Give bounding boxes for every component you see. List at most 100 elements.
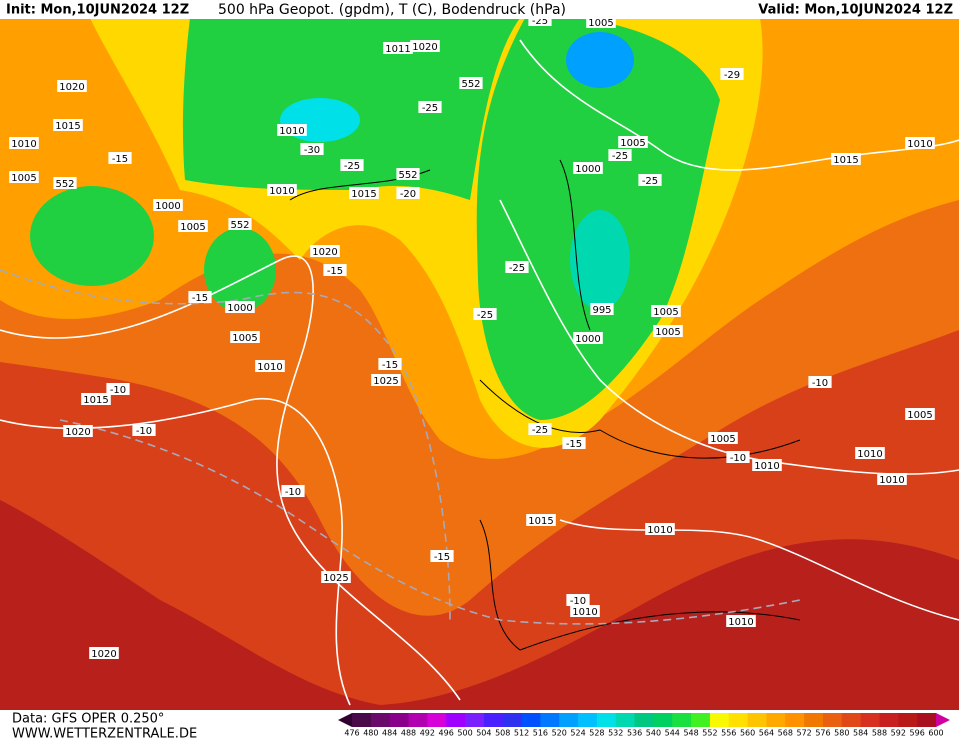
map-label: 1020	[91, 649, 116, 660]
label-box	[63, 425, 93, 437]
map-label: -25	[532, 16, 548, 27]
map-label: 1005	[653, 307, 678, 318]
label-box	[225, 301, 255, 313]
isobar	[499, 199, 959, 475]
label-box	[590, 303, 614, 315]
label-box	[645, 523, 675, 535]
label-box	[653, 325, 683, 337]
colorbar-cell	[691, 713, 711, 727]
colorbar-tick-label: 588	[872, 729, 887, 738]
colorbar-tick-label: 536	[627, 729, 642, 738]
map-label: 1010	[257, 362, 282, 373]
map-label: -10	[110, 385, 126, 396]
colorbar-cell	[634, 713, 654, 727]
map-label: -15	[112, 154, 128, 165]
map-label: 1000	[575, 164, 600, 175]
colorbar-tick-label: 600	[928, 729, 943, 738]
label-box	[267, 184, 297, 196]
colorbar-cell	[465, 713, 485, 727]
isotherm	[0, 269, 451, 621]
map-label: -25	[477, 310, 493, 321]
label-box	[81, 393, 111, 405]
colorbar-tick-label: 508	[495, 729, 510, 738]
label-box	[573, 332, 603, 344]
map-label: 1010	[279, 126, 304, 137]
colorbar-cell	[860, 713, 880, 727]
map-label: 1000	[155, 201, 180, 212]
map-label: -10	[570, 596, 586, 607]
label-box	[396, 168, 420, 180]
colorbar-tick-label: 568	[778, 729, 793, 738]
map-label: 1010	[11, 139, 36, 150]
label-box	[905, 408, 935, 420]
label-box	[396, 187, 420, 199]
label-box	[638, 174, 662, 186]
label-box	[281, 485, 305, 497]
colorbar-tick-label: 500	[457, 729, 472, 738]
colorbar-high	[936, 713, 950, 727]
colorbar-tick-label: 580	[834, 729, 849, 738]
colorbar-tick-label: 584	[853, 729, 868, 738]
colorbar-cell	[446, 713, 466, 727]
colorbar-cell	[521, 713, 541, 727]
label-box	[831, 153, 861, 165]
map-label: 1015	[833, 155, 858, 166]
colorbar-cell	[804, 713, 824, 727]
map-label: 1015	[351, 189, 376, 200]
label-box	[473, 308, 497, 320]
map-label: -15	[192, 293, 208, 304]
map-label: 1005	[588, 18, 613, 29]
label-box	[808, 376, 832, 388]
label-box	[618, 136, 648, 148]
label-box	[877, 473, 907, 485]
colorbar-tick-label: 520	[552, 729, 567, 738]
site-name: WWW.WETTERZENTRALE.DE	[12, 727, 197, 741]
map-label: 1005	[710, 434, 735, 445]
map-label: 1005	[655, 327, 680, 338]
map-label: 1020	[59, 82, 84, 93]
map-label: -20	[400, 189, 416, 200]
label-box	[57, 80, 87, 92]
map-label: -10	[812, 378, 828, 389]
map-label: -25	[422, 103, 438, 114]
label-box	[349, 187, 379, 199]
label-box	[53, 119, 83, 131]
map-area	[0, 16, 959, 710]
colorbar-cell	[917, 713, 937, 727]
colorbar-tick-label: 592	[891, 729, 906, 738]
map-label: 1015	[55, 121, 80, 132]
label-box	[410, 40, 440, 52]
label-box	[905, 137, 935, 149]
colorbar-cell	[728, 713, 749, 727]
label-box	[323, 264, 347, 276]
map-label: 1000	[227, 303, 252, 314]
label-box	[277, 124, 307, 136]
label-box	[310, 245, 340, 257]
label-box	[230, 331, 260, 343]
colorbar-tick-label: 532	[608, 729, 623, 738]
map-label: -10	[285, 487, 301, 498]
map-label: 1005	[232, 333, 257, 344]
label-box	[321, 571, 351, 583]
map-label: 1020	[312, 247, 337, 258]
label-box	[528, 423, 552, 435]
label-box	[726, 451, 750, 463]
label-box	[371, 374, 401, 386]
colorbar-tick-label: 596	[910, 729, 925, 738]
colorbar-tick-label: 552	[702, 729, 717, 738]
colorbar-cell	[785, 713, 805, 727]
map-label: 1005	[180, 222, 205, 233]
map-label: -25	[509, 263, 525, 274]
label-box	[726, 615, 756, 627]
label-box	[340, 159, 364, 171]
map-label: 1010	[647, 525, 672, 536]
isobar	[0, 397, 351, 706]
colorbar-tick-label: 504	[476, 729, 491, 738]
map-label: 1015	[83, 395, 108, 406]
label-box	[255, 360, 285, 372]
label-box	[106, 383, 130, 395]
colorbar-cell	[596, 713, 617, 727]
map-label: 1020	[65, 427, 90, 438]
label-box	[188, 291, 212, 303]
